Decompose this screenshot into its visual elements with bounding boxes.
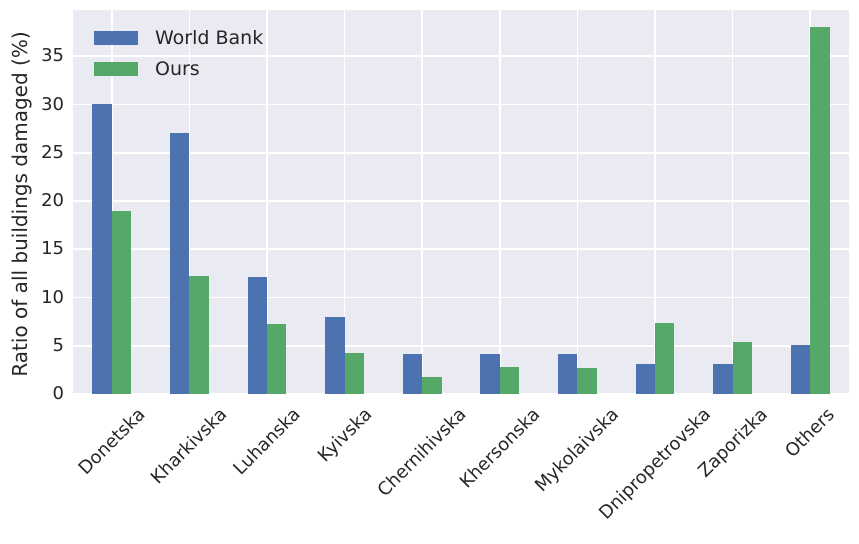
x-tick-chernihivska: Chernihivska bbox=[373, 403, 471, 501]
legend-swatch-world-bank-icon bbox=[94, 31, 138, 45]
gridline-v-luhanska bbox=[266, 10, 268, 394]
gridline-h-5 bbox=[73, 344, 849, 347]
x-tick-donetska: Donetska bbox=[74, 404, 150, 479]
bar-ours-dnipropetrovska bbox=[655, 322, 675, 394]
gridline-v-chernihivska bbox=[421, 10, 424, 394]
gridline-v-mykolaivska bbox=[576, 10, 579, 394]
y-tick-0: 0 bbox=[52, 383, 64, 404]
gridline-v-zaporizka bbox=[731, 10, 734, 394]
x-tick-kharkivska: Kharkivska bbox=[147, 403, 232, 489]
gridline-v-khersonska bbox=[498, 10, 501, 394]
bar-ours-luhanska bbox=[267, 323, 287, 394]
bar-world-bank-mykolaivska bbox=[558, 354, 578, 394]
bar-ours-khersonska bbox=[499, 367, 520, 394]
legend-label-ours: Ours bbox=[155, 58, 200, 80]
gridline-v-kharkivska bbox=[188, 10, 191, 394]
gridline-h-35 bbox=[73, 55, 849, 58]
y-tick-25: 25 bbox=[41, 141, 64, 163]
gridline-h-10 bbox=[73, 296, 849, 299]
gridline-v-donetska bbox=[110, 10, 113, 394]
bar-world-bank-donetska bbox=[92, 103, 112, 394]
gridline-h-30 bbox=[73, 103, 849, 106]
x-tick-luhanska: Luhanska bbox=[229, 403, 305, 480]
bar-world-bank-zaporizka bbox=[713, 364, 733, 394]
y-tick-20: 20 bbox=[41, 190, 64, 212]
bar-ours-kharkivska bbox=[189, 276, 209, 394]
bar-ours-mykolaivska bbox=[577, 367, 597, 394]
legend-item-ours: Ours bbox=[94, 58, 263, 80]
bar-world-bank-kyivska bbox=[325, 316, 345, 394]
bar-ours-donetska bbox=[111, 210, 132, 394]
y-tick-10: 10 bbox=[41, 286, 64, 308]
bar-ours-zaporizka bbox=[732, 341, 752, 394]
bar-ours-others bbox=[810, 27, 830, 394]
gridline-h-0 bbox=[73, 393, 849, 394]
bar-ours-chernihivska bbox=[422, 376, 442, 394]
legend-swatch-ours-icon bbox=[94, 62, 138, 76]
x-tick-kyivska: Kyivska bbox=[313, 403, 376, 467]
x-tick-mykolaivska: Mykolaivska bbox=[531, 403, 624, 497]
x-tick-others: Others bbox=[781, 404, 840, 462]
bar-world-bank-khersonska bbox=[480, 354, 500, 394]
bar-world-bank-chernihivska bbox=[402, 354, 423, 394]
gridline-v-kyivska bbox=[343, 10, 346, 394]
gridline-h-15 bbox=[73, 248, 849, 251]
bar-world-bank-others bbox=[790, 344, 811, 394]
y-tick-5: 5 bbox=[52, 334, 64, 356]
gridline-v-dnipropetrovska bbox=[654, 10, 656, 394]
legend-label-world-bank: World Bank bbox=[155, 27, 264, 49]
y-tick-15: 15 bbox=[41, 238, 64, 260]
y-tick-30: 30 bbox=[41, 93, 64, 115]
bar-world-bank-luhanska bbox=[247, 277, 267, 394]
legend-item-world-bank: World Bank bbox=[94, 27, 263, 49]
plot-area: World Bank Ours bbox=[73, 10, 849, 394]
bar-ours-kyivska bbox=[344, 353, 364, 394]
bar-world-bank-kharkivska bbox=[170, 132, 190, 394]
gridline-h-20 bbox=[73, 200, 849, 202]
gridline-h-25 bbox=[73, 151, 849, 154]
legend: World Bank Ours bbox=[94, 27, 263, 80]
y-tick-35: 35 bbox=[41, 45, 64, 67]
bar-world-bank-dnipropetrovska bbox=[635, 364, 655, 394]
